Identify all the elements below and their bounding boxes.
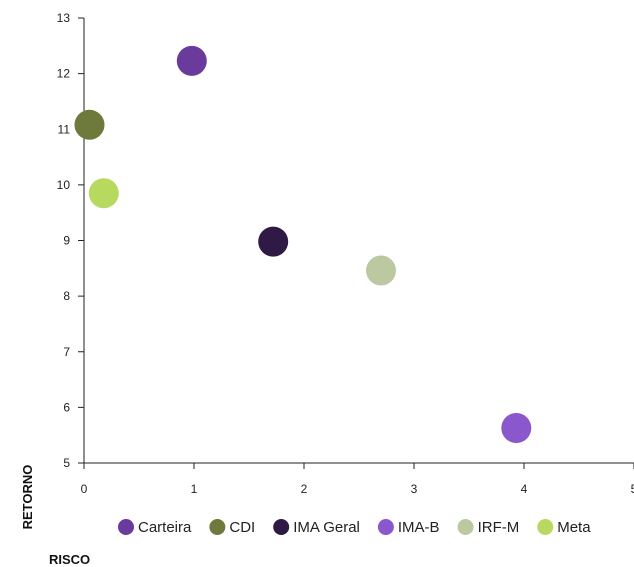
- y-tick-label: 7: [63, 345, 70, 359]
- x-axis-title: RISCO: [49, 552, 90, 567]
- y-tick-label: 9: [63, 234, 70, 248]
- x-tick-label: 3: [411, 482, 418, 496]
- axes: [83, 18, 634, 464]
- y-tick-label: 12: [57, 67, 71, 81]
- legend-marker-ima-b: [377, 519, 394, 535]
- y-tick-label: 13: [57, 11, 71, 25]
- x-tick-label: 0: [81, 482, 88, 496]
- legend-marker-ima-geral: [273, 519, 290, 535]
- data-point-irf-m: [366, 255, 396, 286]
- data-point-cdi: [74, 109, 105, 140]
- legend-marker-irf-m: [457, 519, 474, 535]
- data-point-meta: [88, 178, 119, 209]
- y-tick-label: 5: [63, 456, 70, 470]
- data-point-carteira: [176, 45, 207, 76]
- y-tick-label: 6: [63, 400, 70, 414]
- y-ticks: 5 6 7 8 9 10 11 12 13: [57, 11, 84, 470]
- legend-label-carteira: Carteira: [138, 519, 192, 536]
- x-tick-label: 4: [521, 482, 528, 496]
- legend-label-irf-m: IRF-M: [478, 519, 520, 536]
- y-tick-label: 10: [57, 178, 71, 192]
- x-ticks: 0 1 2 3 4 5: [81, 463, 634, 496]
- data-point-ima-b: [501, 412, 532, 443]
- x-tick-label: 5: [631, 482, 634, 496]
- y-tick-label: 11: [58, 122, 71, 136]
- legend-label-ima-geral: IMA Geral: [293, 519, 360, 536]
- legend-marker-carteira: [118, 519, 134, 535]
- x-tick-label: 1: [191, 482, 198, 496]
- x-tick-label: 2: [301, 482, 308, 496]
- legend-marker-meta: [537, 519, 554, 535]
- data-point-ima-geral: [258, 226, 289, 257]
- data-points: [74, 45, 532, 443]
- legend-label-meta: Meta: [557, 519, 591, 536]
- legend-label-cdi: CDI: [229, 519, 255, 536]
- legend: Carteira CDI IMA Geral IMA-B IRF-M Meta: [118, 519, 591, 536]
- legend-label-ima-b: IMA-B: [398, 519, 440, 536]
- y-axis-title: RETORNO: [20, 465, 35, 530]
- y-tick-label: 8: [63, 289, 70, 303]
- legend-marker-cdi: [209, 519, 226, 535]
